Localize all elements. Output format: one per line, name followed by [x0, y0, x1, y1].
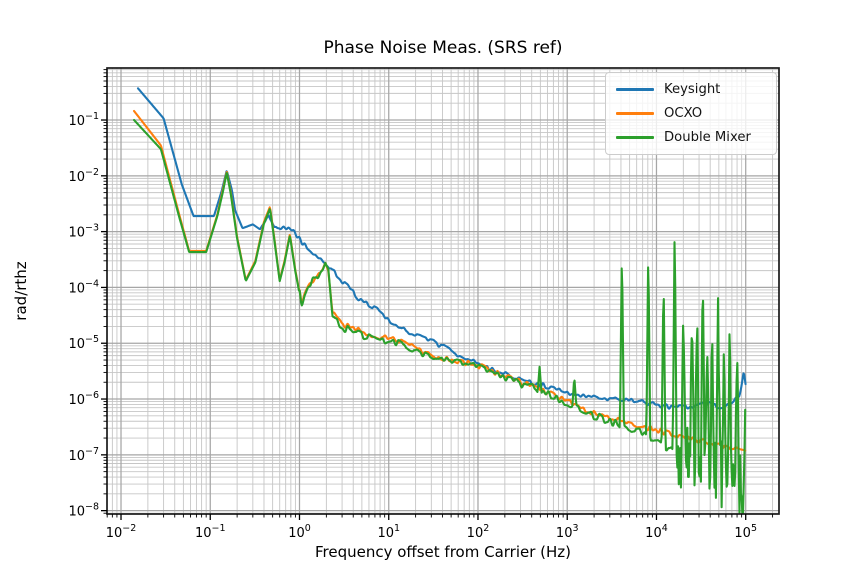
x-tick-label: 100 [288, 523, 311, 541]
major-ticks [101, 119, 747, 520]
legend-item-double-mixer: Double Mixer [606, 131, 776, 144]
series-lines [133, 87, 747, 514]
x-tick-label: 103 [556, 523, 579, 541]
x-tick-label: 104 [645, 523, 668, 541]
x-tick-label: 10−1 [195, 523, 226, 541]
x-axis-label: Frequency offset from Carrier (Hz) [314, 543, 572, 561]
y-tick-label: 10−8 [68, 502, 99, 520]
y-axis-label: rad/rthz [12, 261, 30, 321]
legend-item-keysight: Keysight [606, 81, 776, 97]
y-tick-label: 10−7 [68, 446, 99, 464]
axes-spines [106, 67, 780, 515]
x-tick-label: 101 [377, 523, 400, 541]
legend-item-ocxo: OCXO [606, 107, 776, 120]
legend-line-swatch [616, 87, 654, 91]
legend-label: Double Mixer [664, 130, 751, 146]
y-tick-label: 10−4 [68, 278, 99, 296]
x-tick-label: 105 [734, 523, 757, 541]
legend-line-swatch [616, 136, 654, 140]
y-tick-label: 10−6 [68, 390, 99, 408]
series-line-keysight [136, 87, 747, 410]
series-line-double-mixer [133, 118, 747, 514]
x-tick-label: 10−2 [106, 523, 137, 541]
y-tick-label: 10−5 [68, 334, 99, 352]
y-tick-label: 10−1 [68, 111, 99, 129]
y-tick-label: 10−3 [68, 223, 99, 241]
minor-ticks [103, 69, 774, 518]
legend-label: Keysight [664, 81, 721, 97]
y-tick-label: 10−2 [68, 167, 99, 185]
legend-label: OCXO [664, 105, 703, 121]
chart-title: Phase Noise Meas. (SRS ref) [323, 38, 563, 58]
x-tick-label: 102 [467, 523, 490, 541]
legend: Keysight OCXO Double Mixer [605, 72, 777, 155]
legend-line-swatch [616, 111, 654, 116]
